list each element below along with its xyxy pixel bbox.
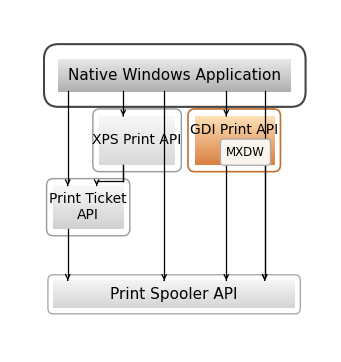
Text: Print Spooler API: Print Spooler API xyxy=(110,287,238,302)
Text: Print Ticket
API: Print Ticket API xyxy=(49,192,127,222)
Text: GDI Print API: GDI Print API xyxy=(190,123,278,136)
FancyBboxPatch shape xyxy=(221,139,270,165)
Text: Native Windows Application: Native Windows Application xyxy=(68,68,281,83)
Text: MXDW: MXDW xyxy=(226,146,265,159)
Text: XPS Print API: XPS Print API xyxy=(92,133,182,147)
